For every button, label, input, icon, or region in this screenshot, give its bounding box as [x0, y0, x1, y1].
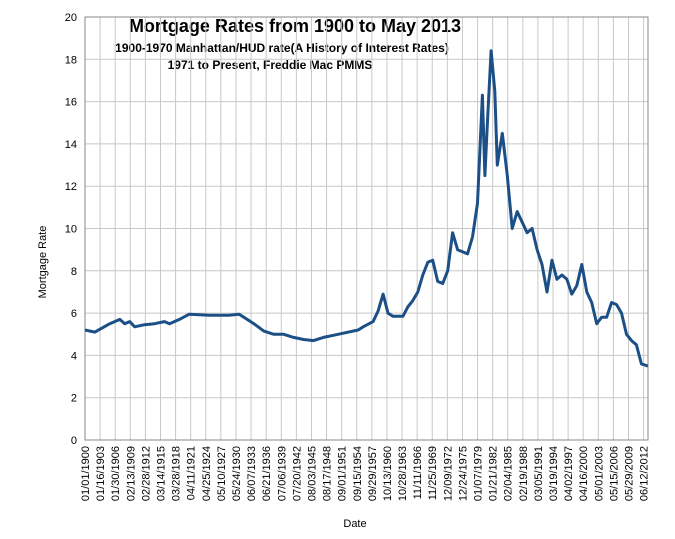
x-tick-label: 03/28/1918 — [171, 446, 183, 501]
x-tick-label: 04/16/2000 — [578, 446, 590, 501]
y-tick-label: 14 — [65, 139, 77, 151]
y-tick-label: 8 — [71, 266, 77, 278]
x-tick-label: 12/09/1972 — [442, 446, 454, 501]
x-tick-label: 05/24/1930 — [231, 446, 243, 501]
x-tick-label: 07/06/1939 — [276, 446, 288, 501]
x-tick-label: 02/04/1985 — [503, 446, 515, 501]
chart-subtitle: 1900-1970 Manhattan/HUD rate(A History o… — [115, 41, 449, 55]
x-tick-label: 01/07/1979 — [473, 446, 485, 501]
y-tick-label: 18 — [65, 54, 77, 66]
x-tick-label: 04/02/1997 — [563, 446, 575, 501]
x-tick-label: 11/11/1966 — [412, 446, 424, 499]
x-tick-label: 02/28/1912 — [140, 446, 152, 501]
x-tick-label: 05/15/2006 — [608, 446, 620, 501]
y-tick-label: 20 — [65, 12, 77, 24]
x-axis-label: Date — [343, 518, 366, 530]
x-tick-label: 09/15/1954 — [352, 446, 364, 501]
y-tick-label: 4 — [71, 350, 77, 362]
x-tick-label: 12/24/1975 — [457, 446, 469, 501]
x-tick-label: 05/10/1927 — [216, 446, 228, 501]
x-tick-label: 05/29/2009 — [624, 446, 636, 501]
plot-frame — [84, 16, 649, 441]
y-tick-label: 16 — [65, 97, 77, 109]
x-tick-label: 02/13/1909 — [125, 446, 137, 501]
x-tick-label: 03/05/1991 — [533, 446, 545, 501]
x-tick-label: 06/12/2012 — [639, 446, 651, 501]
x-tick-label: 02/19/1988 — [518, 446, 530, 501]
x-tick-label: 01/30/1906 — [110, 446, 122, 501]
y-tick-label: 0 — [71, 435, 77, 447]
x-tick-label: 08/17/1948 — [322, 446, 334, 501]
chart-title: Mortgage Rates from 1900 to May 2013 — [129, 16, 461, 36]
y-tick-label: 2 — [71, 393, 77, 405]
x-tick-label: 10/28/1963 — [397, 446, 409, 501]
x-tick-label: 04/25/1924 — [201, 446, 213, 501]
chart-subtitle: 1971 to Present, Freddie Mac PMMS — [168, 58, 373, 72]
y-tick-label: 10 — [65, 224, 77, 236]
x-tick-label: 01/21/1982 — [488, 446, 500, 501]
x-tick-label: 10/13/1960 — [382, 446, 394, 501]
x-tick-label: 09/29/1957 — [367, 446, 379, 501]
x-tick-label: 01/01/1900 — [80, 446, 92, 501]
x-tick-label: 03/19/1994 — [548, 446, 560, 501]
line — [84, 49, 649, 368]
x-tick-label: 04/11/1921 — [186, 446, 198, 500]
x-tick-label: 03/14/1915 — [155, 446, 167, 501]
y-tick-label: 12 — [65, 181, 77, 193]
x-tick-label: 09/01/1951 — [337, 446, 349, 501]
x-tick-label: 01/16/1903 — [95, 446, 107, 501]
x-tick-label: 08/03/1945 — [306, 446, 318, 501]
x-tick-label: 05/01/2003 — [593, 446, 605, 501]
x-tick-label: 06/07/1933 — [246, 446, 258, 501]
x-tick-label: 07/20/1942 — [291, 446, 303, 501]
x-tick-label: 06/21/1936 — [261, 446, 273, 501]
y-axis-label: Mortgage Rate — [37, 226, 49, 299]
y-tick-label: 6 — [71, 308, 77, 320]
x-tick-label: 11/25/1969 — [427, 446, 439, 500]
